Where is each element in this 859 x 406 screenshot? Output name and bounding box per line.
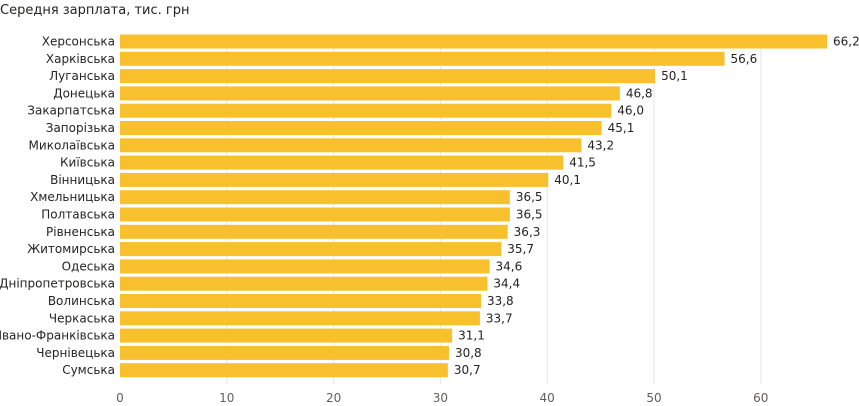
data-label: 40,1 bbox=[554, 173, 581, 187]
bar bbox=[120, 294, 481, 308]
bar bbox=[120, 311, 480, 326]
data-label: 45,1 bbox=[608, 121, 635, 135]
data-label: 35,7 bbox=[507, 242, 534, 256]
bar bbox=[120, 121, 602, 135]
data-label: 30,8 bbox=[455, 346, 482, 360]
data-label: 30,7 bbox=[454, 363, 481, 377]
x-tick-label: 40 bbox=[540, 391, 555, 405]
category-label: Рівненська bbox=[46, 225, 115, 239]
x-tick-label: 30 bbox=[433, 391, 448, 405]
bar bbox=[120, 345, 449, 360]
x-tick-label: 10 bbox=[219, 391, 234, 405]
x-tick-label: 20 bbox=[326, 391, 341, 405]
category-label: Запорізька bbox=[46, 121, 115, 135]
data-label: 34,6 bbox=[496, 259, 523, 273]
category-label: Сумська bbox=[62, 363, 115, 377]
bar bbox=[120, 103, 612, 118]
data-label: 36,5 bbox=[516, 208, 543, 222]
bar bbox=[120, 69, 656, 84]
bar bbox=[120, 242, 502, 257]
bar bbox=[120, 224, 508, 239]
category-label: Житомирська bbox=[27, 242, 115, 256]
category-label: Хмельницька bbox=[30, 190, 115, 204]
category-label: Волинська bbox=[48, 294, 115, 308]
bar bbox=[120, 190, 510, 205]
bar bbox=[120, 259, 490, 274]
data-label: 41,5 bbox=[569, 156, 596, 170]
chart-title: Середня зарплата, тис. грн bbox=[0, 3, 190, 18]
data-label: 66,2 bbox=[833, 35, 859, 49]
category-label: Івано-Франківська bbox=[0, 329, 115, 343]
bar bbox=[120, 138, 582, 153]
category-label: Миколаївська bbox=[29, 138, 115, 152]
bar bbox=[120, 363, 448, 378]
category-label: Чернівецька bbox=[36, 346, 115, 360]
category-label: Черкаська bbox=[49, 311, 115, 325]
category-label: Дніпропетровська bbox=[0, 277, 115, 291]
data-label: 33,8 bbox=[487, 294, 514, 308]
category-label: Київська bbox=[60, 156, 115, 170]
bar bbox=[120, 86, 620, 101]
category-label: Закарпатська bbox=[27, 104, 115, 118]
data-label: 36,3 bbox=[514, 225, 541, 239]
bar bbox=[120, 51, 725, 66]
x-tick-label: 60 bbox=[753, 391, 768, 405]
bar bbox=[120, 276, 488, 291]
bar bbox=[120, 207, 510, 222]
category-label: Донецька bbox=[53, 86, 115, 100]
bar bbox=[120, 328, 453, 343]
category-label: Харківська bbox=[46, 52, 115, 66]
bar bbox=[120, 155, 564, 170]
data-label: 46,8 bbox=[626, 86, 653, 100]
category-label: Одеська bbox=[62, 259, 115, 273]
bar bbox=[120, 172, 549, 187]
data-label: 50,1 bbox=[661, 69, 688, 83]
category-label: Полтавська bbox=[41, 208, 115, 222]
data-label: 46,0 bbox=[617, 104, 644, 118]
data-label: 56,6 bbox=[730, 52, 757, 66]
x-tick-label: 0 bbox=[116, 391, 124, 405]
category-label: Луганська bbox=[49, 69, 115, 83]
data-label: 34,4 bbox=[493, 277, 520, 291]
data-label: 33,7 bbox=[486, 311, 513, 325]
category-label: Вінницька bbox=[50, 173, 115, 187]
bar bbox=[120, 34, 828, 49]
category-label: Херсонська bbox=[42, 35, 115, 49]
x-tick-label: 50 bbox=[646, 391, 661, 405]
data-label: 31,1 bbox=[458, 329, 485, 343]
data-label: 36,5 bbox=[516, 190, 543, 204]
data-label: 43,2 bbox=[587, 138, 614, 152]
